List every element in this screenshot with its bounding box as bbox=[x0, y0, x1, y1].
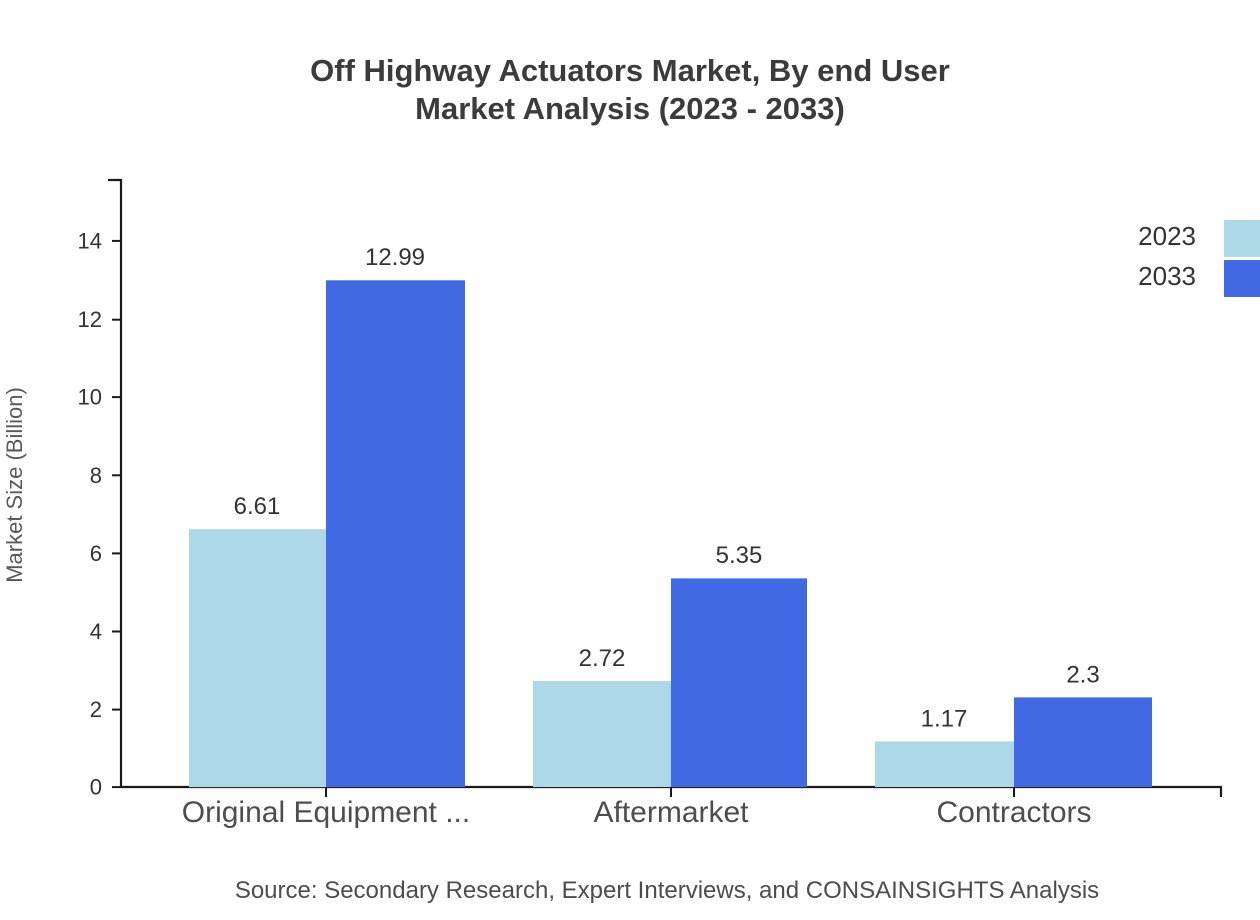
svg-text:12.99: 12.99 bbox=[365, 244, 425, 271]
svg-text:0: 0 bbox=[90, 775, 102, 800]
svg-text:Source: Secondary Research, Ex: Source: Secondary Research, Expert Inter… bbox=[235, 877, 1099, 904]
svg-text:5.35: 5.35 bbox=[716, 542, 763, 569]
svg-text:Market Size (Billion): Market Size (Billion) bbox=[2, 387, 27, 583]
svg-text:2033: 2033 bbox=[1138, 261, 1196, 291]
svg-text:6: 6 bbox=[90, 541, 102, 566]
svg-text:2023: 2023 bbox=[1138, 221, 1196, 251]
svg-text:10: 10 bbox=[78, 385, 102, 410]
svg-text:Aftermarket: Aftermarket bbox=[593, 796, 749, 829]
svg-text:Contractors: Contractors bbox=[936, 796, 1091, 829]
svg-text:12: 12 bbox=[78, 307, 102, 332]
svg-text:2: 2 bbox=[90, 697, 102, 722]
svg-text:4: 4 bbox=[90, 619, 102, 644]
svg-text:2.3: 2.3 bbox=[1066, 661, 1099, 688]
svg-text:1.17: 1.17 bbox=[921, 705, 968, 732]
svg-text:14: 14 bbox=[78, 228, 102, 253]
svg-text:Original Equipment ...: Original Equipment ... bbox=[182, 796, 470, 829]
svg-text:6.61: 6.61 bbox=[234, 493, 281, 520]
svg-text:8: 8 bbox=[90, 463, 102, 488]
svg-text:2.72: 2.72 bbox=[579, 645, 626, 672]
